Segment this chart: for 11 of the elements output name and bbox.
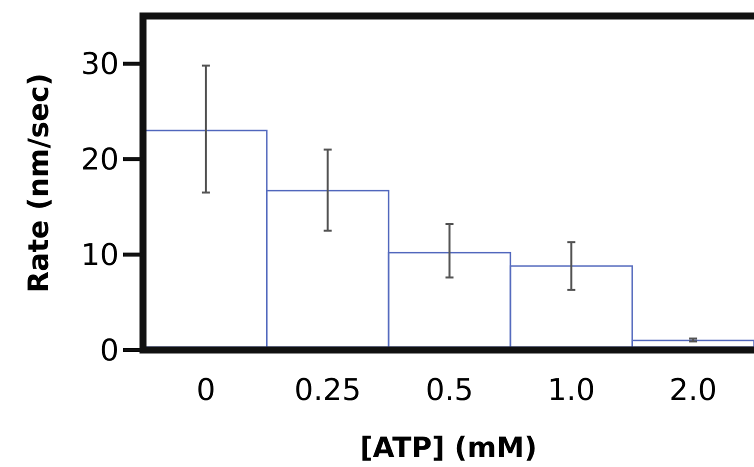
y-tick-label: 0 — [100, 334, 119, 368]
x-tick-label: 0.5 — [426, 373, 474, 408]
x-axis-title: [ATP] (mM) — [360, 431, 538, 464]
y-tick-label: 10 — [80, 238, 119, 274]
x-tick-label: 0 — [196, 373, 216, 408]
y-axis-title: Rate (nm/sec) — [22, 73, 55, 293]
y-tick-label: 30 — [80, 47, 119, 82]
x-tick-label: 2.0 — [669, 373, 717, 408]
x-tick-label: 0.25 — [294, 373, 362, 408]
y-tick-label: 20 — [80, 142, 119, 178]
x-tick-label: 1.0 — [547, 373, 596, 408]
